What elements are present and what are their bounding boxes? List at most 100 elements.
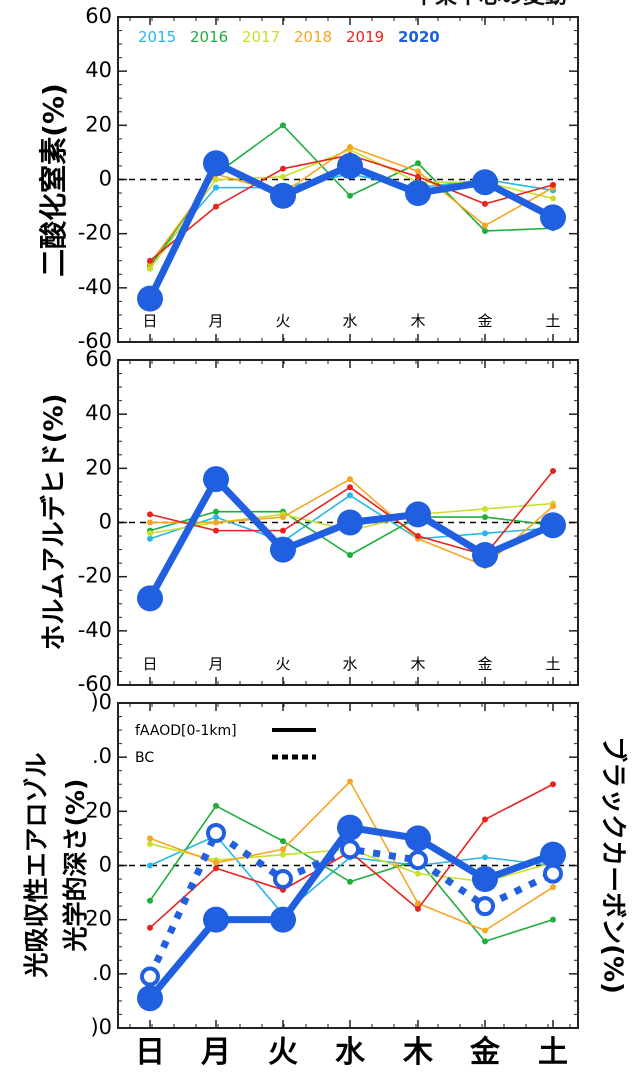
point-2015	[213, 184, 219, 191]
point-2016	[482, 938, 488, 945]
panel-hcho-ylabel: ホルムアルデヒド(%)	[39, 393, 70, 650]
day-label: 金	[477, 312, 492, 330]
point-2019	[550, 781, 556, 788]
legend-2018: 2018	[294, 28, 332, 46]
point-2019	[482, 200, 488, 207]
point-2020	[270, 182, 296, 209]
bottom-day-label: 木	[402, 1035, 433, 1070]
point-2016	[482, 227, 488, 234]
point-2016	[347, 552, 353, 558]
y-tick-label: -40	[78, 618, 112, 642]
point-2018	[347, 144, 353, 150]
point-2019	[280, 527, 286, 534]
panel-no2-day-labels: 日月火水木金土	[142, 312, 560, 330]
point-2020	[405, 180, 431, 207]
point-2020	[540, 512, 566, 539]
day-label: 日	[142, 655, 157, 673]
point-2015	[347, 492, 353, 499]
point-fAAOD[0-1km]	[270, 906, 296, 933]
point-2015	[213, 514, 219, 521]
legend-2019: 2019	[346, 28, 384, 46]
legend-bc-label: BC	[135, 750, 154, 766]
point-2016	[213, 802, 219, 809]
y-tick-label: 20	[85, 798, 112, 822]
bottom-day-label: 月	[201, 1035, 231, 1070]
point-BC	[273, 869, 293, 890]
y-tick-label: 20	[85, 907, 112, 931]
point-2020	[472, 169, 498, 196]
point-fAAOD[0-1km]	[472, 866, 498, 893]
point-2019	[415, 533, 421, 540]
y-tick-label: 60	[85, 4, 112, 28]
point-2017	[280, 851, 286, 858]
day-label: 木	[410, 312, 425, 330]
point-fAAOD[0-1km]	[203, 906, 229, 933]
panel-hcho-day-labels: 日月火水木金土	[142, 655, 560, 673]
legend-faaod-label: fAAOD[0-1km]	[135, 723, 237, 739]
point-2016	[415, 160, 421, 167]
point-2017	[213, 176, 219, 183]
y-tick-label: .0	[92, 961, 112, 985]
y-tick-label: .0	[92, 744, 112, 768]
day-label: 木	[410, 655, 425, 673]
point-2015	[147, 535, 153, 542]
y-tick-label: 20	[85, 112, 112, 136]
point-2019	[482, 816, 488, 823]
bottom-day-label: 日	[135, 1035, 165, 1070]
y-tick-label: 0	[99, 510, 112, 534]
legend-2020: 2020	[398, 28, 440, 46]
point-2020	[472, 542, 498, 568]
point-2016	[280, 838, 286, 845]
bottom-day-label: 土	[538, 1035, 568, 1070]
y-tick-label: -20	[78, 221, 112, 245]
y-tick-label: )0	[90, 690, 112, 714]
point-2018	[147, 835, 153, 842]
point-2018	[482, 222, 488, 229]
point-2020	[270, 536, 296, 563]
point-2016	[550, 916, 556, 923]
y-tick-label: 0	[99, 167, 112, 191]
point-2015	[482, 854, 488, 861]
point-2020	[203, 150, 229, 177]
point-2018	[280, 514, 286, 521]
day-label: 土	[545, 655, 560, 673]
y-tick-label: -20	[78, 564, 112, 588]
day-label: 金	[477, 655, 492, 673]
point-2016	[347, 878, 353, 885]
point-2017	[147, 840, 153, 847]
point-2019	[213, 527, 219, 534]
panel-aerosol-legend: fAAOD[0-1km] BC	[135, 723, 316, 766]
point-2019	[550, 468, 556, 475]
panel-no2-ylabel: 二酸化窒素(%)	[37, 83, 70, 277]
point-2019	[415, 173, 421, 180]
point-2019	[147, 511, 153, 518]
bottom-day-labels: 日月火水木金土	[135, 1035, 568, 1070]
bottom-day-label: 金	[469, 1035, 501, 1070]
point-fAAOD[0-1km]	[337, 814, 363, 841]
day-label: 月	[208, 312, 223, 330]
point-BC	[475, 896, 495, 917]
panel-hcho-series	[137, 466, 566, 612]
point-2019	[347, 484, 353, 491]
bottom-day-label: 火	[268, 1035, 298, 1070]
panel-aerosol-ylabel-line2: 光学的深さ(%)	[61, 779, 90, 953]
y-tick-label: -40	[78, 275, 112, 299]
point-2019	[213, 203, 219, 210]
y-tick-label: -60	[78, 329, 112, 353]
point-2018	[415, 900, 421, 907]
point-2019	[147, 924, 153, 931]
point-2018	[280, 846, 286, 853]
legend-2016: 2016	[190, 28, 228, 46]
point-2020	[405, 501, 431, 528]
point-2017	[482, 505, 488, 512]
point-2016	[347, 192, 353, 199]
point-2018	[550, 503, 556, 510]
point-2019	[550, 181, 556, 188]
point-2020	[337, 152, 363, 179]
legend-2017: 2017	[242, 28, 280, 46]
panel-aerosol-ylabel-line1: 光吸収性エアロゾル	[22, 752, 51, 978]
point-2017	[280, 173, 286, 180]
point-2020	[337, 509, 363, 536]
day-label: 火	[275, 655, 290, 673]
